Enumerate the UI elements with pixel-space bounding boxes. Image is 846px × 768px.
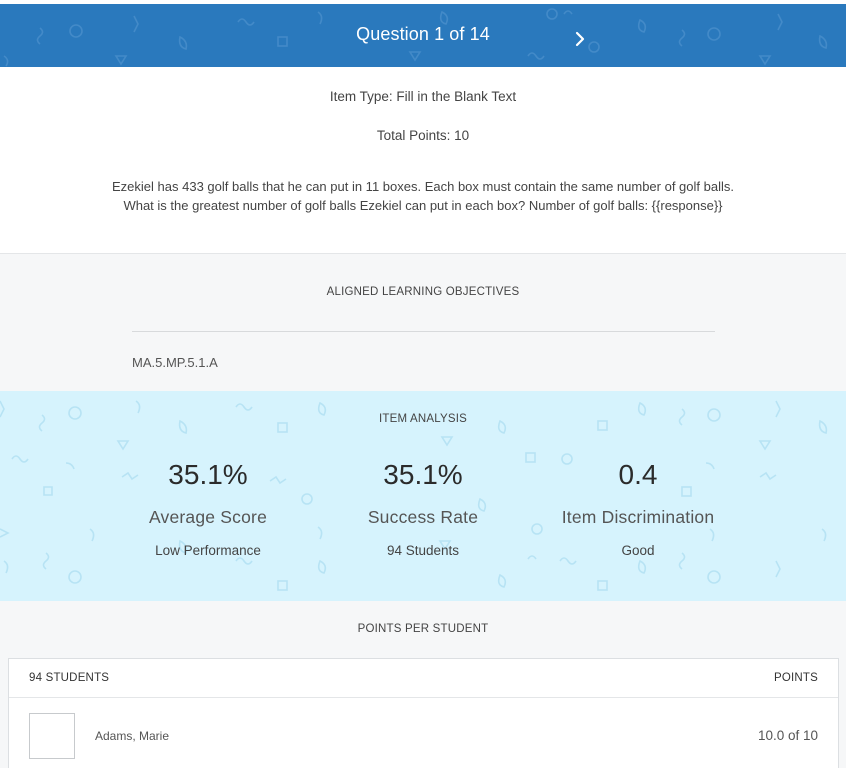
students-count-header: 94 STUDENTS bbox=[29, 672, 110, 684]
total-points: Total Points: 10 bbox=[376, 128, 470, 143]
stat-value: 35.1% bbox=[168, 459, 248, 490]
chevron-right-icon bbox=[575, 31, 585, 47]
question-line: What is the greatest number of golf ball… bbox=[123, 198, 723, 213]
stat-label: Success Rate bbox=[367, 507, 479, 527]
section-title: POINTS PER STUDENT bbox=[357, 623, 489, 635]
success-rate-stat: 35.1% Success Rate 94 Students bbox=[323, 457, 523, 558]
stat-sub: Good bbox=[621, 543, 655, 558]
stat-label: Average Score bbox=[148, 507, 268, 527]
stat-value: 0.4 bbox=[618, 459, 658, 490]
header-pattern bbox=[3, 8, 828, 67]
points-header: POINTS bbox=[773, 672, 818, 684]
stat-label: Item Discrimination bbox=[561, 507, 715, 527]
item-analysis-section: ITEM ANALYSIS 35.1% Average Score Low Pe… bbox=[0, 391, 846, 601]
stat-value: 35.1% bbox=[383, 459, 463, 490]
next-question-button[interactable] bbox=[566, 25, 594, 53]
table-row[interactable]: Adams, Marie 10.0 of 10 bbox=[9, 698, 838, 768]
question-text: Ezekiel has 433 golf balls that he can p… bbox=[60, 177, 786, 215]
analysis-pattern bbox=[0, 400, 828, 591]
question-line: Ezekiel has 433 golf balls that he can p… bbox=[112, 179, 734, 194]
table-header: 94 STUDENTS POINTS bbox=[9, 659, 838, 698]
stat-sub: Low Performance bbox=[155, 543, 261, 558]
item-type: Item Type: Fill in the Blank Text bbox=[329, 89, 517, 104]
avatar bbox=[29, 713, 75, 759]
question-header: Question 1 of 14 bbox=[0, 4, 846, 67]
student-name: Adams, Marie bbox=[95, 729, 170, 743]
students-table: 94 STUDENTS POINTS Adams, Marie 10.0 of … bbox=[8, 658, 839, 768]
aligned-objectives-section: ALIGNED LEARNING OBJECTIVES MA.5.MP.5.1.… bbox=[0, 253, 846, 391]
question-counter: Question 1 of 14 bbox=[356, 24, 490, 44]
item-discrimination-stat: 0.4 Item Discrimination Good bbox=[538, 457, 738, 558]
stat-sub: 94 Students bbox=[386, 543, 460, 558]
divider bbox=[132, 331, 715, 332]
objective-code: MA.5.MP.5.1.A bbox=[132, 355, 218, 370]
section-title: ITEM ANALYSIS bbox=[378, 413, 468, 425]
section-title: ALIGNED LEARNING OBJECTIVES bbox=[326, 286, 520, 298]
average-score-stat: 35.1% Average Score Low Performance bbox=[108, 457, 308, 558]
student-points: 10.0 of 10 bbox=[757, 728, 818, 743]
